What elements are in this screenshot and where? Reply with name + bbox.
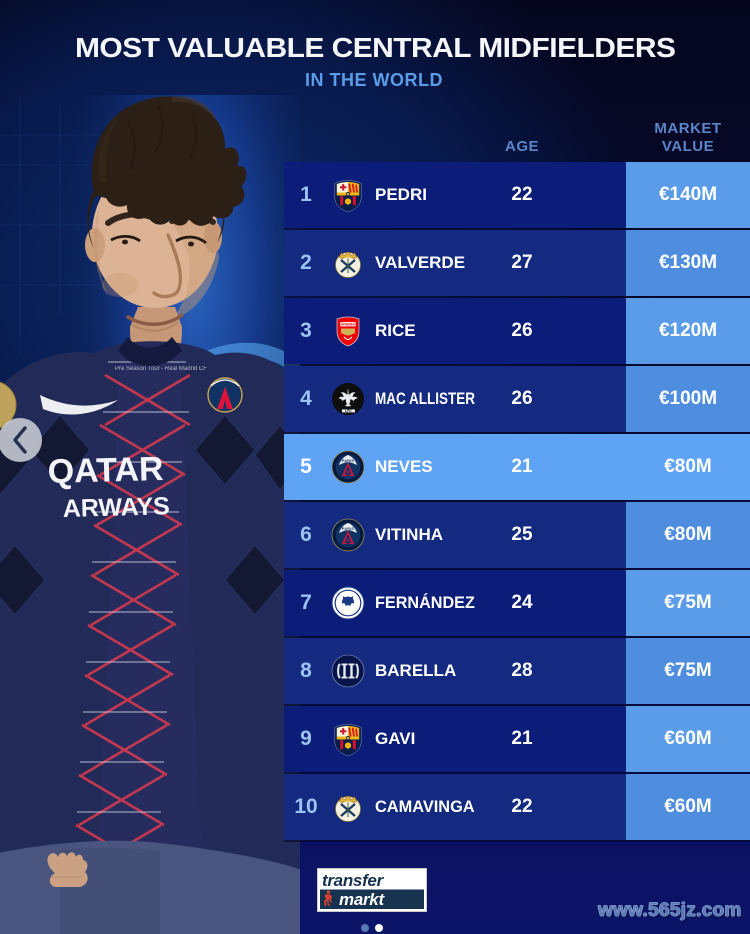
svg-text:markt: markt [339, 890, 385, 909]
svg-text:PARIS: PARIS [342, 527, 355, 531]
svg-text:transfer: transfer [322, 871, 385, 890]
svg-text:Pre Season Tour - Real Madrid: Pre Season Tour - Real Madrid CF [115, 366, 207, 372]
svg-text:ARWAYS: ARWAYS [62, 492, 170, 523]
svg-text:Arsenal: Arsenal [340, 322, 356, 327]
svg-text:PARIS: PARIS [342, 459, 355, 463]
svg-text:LFC: LFC [345, 409, 352, 413]
svg-text:QATAR: QATAR [47, 450, 164, 491]
